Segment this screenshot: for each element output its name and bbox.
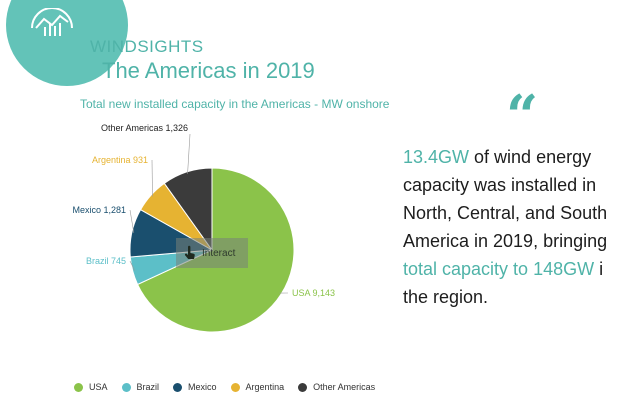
quote-text: 13.4GW of wind energy capacity was insta… xyxy=(403,143,619,311)
quote-ending: i the region. xyxy=(403,259,604,307)
legend-label: Mexico xyxy=(188,382,217,392)
legend-swatch xyxy=(121,382,131,392)
pie-chart: USA 9,143 Brazil 745 Mexico 1,281 Argentina… xyxy=(72,123,335,333)
leader-line xyxy=(187,133,191,174)
legend-item-mexico[interactable]: Mexico xyxy=(173,382,217,392)
data-label-mexico: Mexico 1,281 xyxy=(72,205,126,215)
data-label-argentina: Argentina 931 xyxy=(92,155,148,165)
interact-label: Interact xyxy=(202,247,236,259)
legend-item-other-americas[interactable]: Other Americas xyxy=(298,382,375,392)
legend-label: USA xyxy=(89,382,108,392)
leader-line xyxy=(151,159,153,197)
chart-subtitle: Total new installed capacity in the Amer… xyxy=(80,97,390,111)
quote-mark: “ xyxy=(506,83,539,149)
quote-highlight-capacity: 13.4GW xyxy=(403,147,470,167)
leader-line xyxy=(129,209,135,233)
leader-line xyxy=(129,260,135,271)
legend-label: Brazil xyxy=(136,382,160,392)
pie-slice-other-americas[interactable] xyxy=(163,167,213,252)
interact-button[interactable]: Interact xyxy=(176,238,248,268)
legend-item-brazil[interactable]: Brazil xyxy=(121,382,160,392)
legend-swatch xyxy=(173,382,183,392)
data-label-other-americas: Other Americas 1,326 xyxy=(101,123,188,133)
legend-swatch xyxy=(74,382,83,392)
data-label-brazil: Brazil 745 xyxy=(86,256,126,266)
chart-legend: USA Brazil Mexico Argentina Other Americas xyxy=(74,382,375,392)
wind-chart-icon xyxy=(31,8,73,36)
legend-swatch xyxy=(230,382,240,392)
page-title: The Americas in 2019 xyxy=(102,58,315,83)
quote-highlight-total: total capacity to 148GW xyxy=(403,259,595,279)
legend-item-usa[interactable]: USA xyxy=(74,382,108,392)
legend-item-argentina[interactable]: Argentina xyxy=(230,382,285,392)
brand-name: WINDSIGHTS xyxy=(90,37,204,56)
data-label-usa: USA 9,143 xyxy=(292,288,335,298)
quote-body: of wind energy capacity was installed in… xyxy=(403,147,608,251)
legend-label: Other Americas xyxy=(313,382,376,392)
legend-swatch xyxy=(298,382,308,392)
legend-label: Argentina xyxy=(245,382,285,392)
touch-hand-icon xyxy=(184,245,195,259)
